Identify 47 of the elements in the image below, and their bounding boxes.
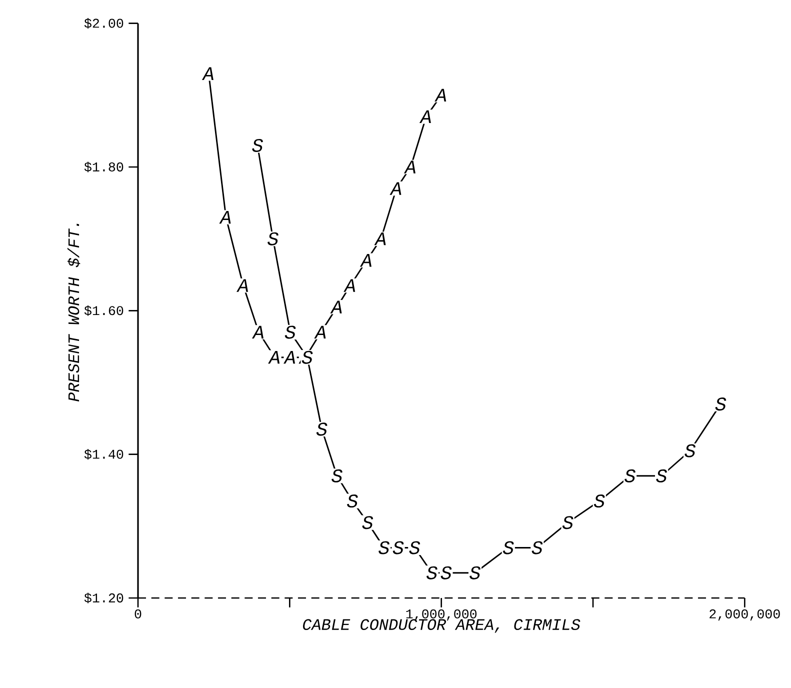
text: A <box>374 232 386 246</box>
text: S <box>532 541 543 554</box>
x-tick-label: 2,000,000 <box>710 609 780 621</box>
text: A <box>202 67 214 80</box>
text: A <box>390 182 402 195</box>
text: S <box>392 541 404 554</box>
series-label: A <box>268 351 280 364</box>
text: A <box>236 279 248 292</box>
text: S <box>316 422 328 436</box>
y-axis-title: PRESENT WORTH $/FT. <box>67 224 80 402</box>
text: S <box>562 516 574 530</box>
text: S <box>440 566 452 580</box>
text: A <box>360 254 372 267</box>
text: S <box>362 516 374 530</box>
text: S <box>284 326 296 339</box>
text: S <box>426 566 438 580</box>
text: A <box>252 326 264 339</box>
text: A <box>314 326 326 339</box>
text: S <box>409 541 420 554</box>
text: S <box>502 541 514 554</box>
text: S <box>594 494 605 508</box>
text: S <box>332 469 342 482</box>
text: S <box>302 350 313 364</box>
text: S <box>470 566 480 580</box>
text: A <box>419 110 431 124</box>
x-tick-label: 1,000,000 <box>406 609 477 621</box>
y-tick-label: $1.80 <box>84 162 124 172</box>
y-tick-label: $1.40 <box>84 449 124 460</box>
text: A <box>434 88 446 102</box>
y-tick-label: $1.20 <box>84 592 124 604</box>
text: A <box>344 279 356 292</box>
text: S <box>252 138 263 152</box>
text: A <box>404 160 416 174</box>
text: S <box>347 494 358 508</box>
x-axis-title: CABLE CONDUCTOR AREA, CIRMILS <box>303 619 580 633</box>
text: S <box>684 444 696 458</box>
text: A <box>284 351 296 364</box>
x-tick-label: 0 <box>134 609 142 618</box>
y-tick-label: $2.00 <box>84 18 124 29</box>
text: S <box>268 232 278 246</box>
text: S <box>715 398 726 411</box>
text: A <box>219 210 231 224</box>
text: S <box>656 469 667 482</box>
series-label: S <box>624 469 636 482</box>
y-tick-label: $1.60 <box>84 305 124 316</box>
text: A <box>330 300 342 314</box>
text: S <box>378 541 390 554</box>
